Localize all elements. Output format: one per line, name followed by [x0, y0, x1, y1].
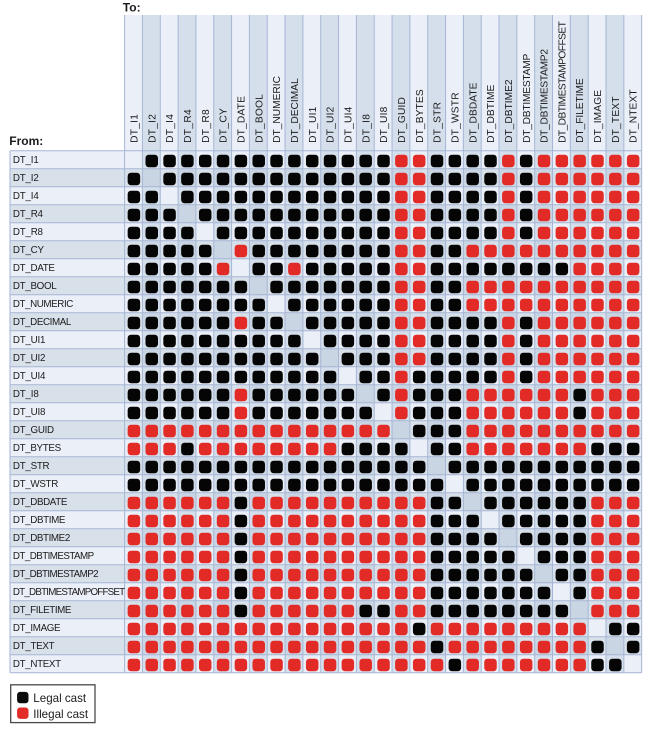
svg-text:DT_R8: DT_R8: [13, 227, 44, 238]
svg-text:DT_NTEXT: DT_NTEXT: [13, 659, 61, 670]
svg-text:DT_R8: DT_R8: [201, 109, 212, 143]
svg-text:DT_UI4: DT_UI4: [13, 371, 46, 382]
svg-text:DT_STR: DT_STR: [13, 461, 50, 472]
svg-text:DT_NUMERIC: DT_NUMERIC: [13, 299, 73, 310]
svg-text:DT_DBTIMESTAMP: DT_DBTIMESTAMP: [522, 53, 533, 142]
svg-text:DT_DBTIME2: DT_DBTIME2: [504, 79, 515, 143]
svg-text:DT_DBTIMESTAMP2: DT_DBTIMESTAMP2: [13, 569, 99, 580]
svg-text:DT_BOOL: DT_BOOL: [13, 281, 57, 292]
svg-text:DT_DECIMAL: DT_DECIMAL: [290, 78, 301, 143]
svg-text:DT_DBDATE: DT_DBDATE: [468, 82, 479, 143]
svg-text:DT_UI2: DT_UI2: [13, 353, 46, 364]
svg-text:DT_R4: DT_R4: [183, 109, 194, 143]
svg-text:DT_GUID: DT_GUID: [13, 425, 54, 436]
svg-text:Legal cast: Legal cast: [33, 692, 87, 705]
svg-text:DT_CY: DT_CY: [219, 108, 230, 143]
svg-text:DT_NUMERIC: DT_NUMERIC: [272, 76, 283, 143]
svg-text:DT_UI8: DT_UI8: [379, 106, 390, 143]
svg-text:DT_UI8: DT_UI8: [13, 407, 46, 418]
svg-text:DT_DATE: DT_DATE: [236, 96, 247, 143]
svg-text:DT_I1: DT_I1: [130, 114, 141, 143]
svg-text:DT_R4: DT_R4: [13, 209, 44, 220]
svg-text:Illegal cast: Illegal cast: [33, 708, 89, 721]
svg-text:DT_I4: DT_I4: [165, 114, 176, 143]
svg-text:DT_CY: DT_CY: [13, 245, 45, 256]
svg-text:DT_BYTES: DT_BYTES: [13, 443, 62, 454]
svg-text:DT_STR: DT_STR: [433, 102, 444, 143]
svg-text:DT_DBTIME: DT_DBTIME: [486, 84, 497, 142]
svg-text:DT_I2: DT_I2: [147, 114, 158, 143]
svg-text:DT_NTEXT: DT_NTEXT: [629, 89, 640, 143]
svg-text:DT_I1: DT_I1: [13, 155, 39, 166]
svg-text:DT_I8: DT_I8: [361, 114, 372, 143]
svg-text:DT_DECIMAL: DT_DECIMAL: [13, 317, 72, 328]
svg-text:To:: To:: [123, 0, 141, 14]
svg-text:DT_UI2: DT_UI2: [326, 106, 337, 143]
svg-text:DT_IMAGE: DT_IMAGE: [593, 90, 604, 143]
svg-text:DT_BYTES: DT_BYTES: [415, 89, 426, 143]
svg-text:DT_UI1: DT_UI1: [308, 106, 319, 143]
svg-text:DT_IMAGE: DT_IMAGE: [13, 623, 61, 634]
svg-text:DT_I4: DT_I4: [13, 191, 39, 202]
svg-text:DT_DBTIME2: DT_DBTIME2: [13, 533, 70, 544]
svg-text:DT_FILETIME: DT_FILETIME: [13, 605, 72, 616]
svg-text:DT_BOOL: DT_BOOL: [254, 94, 265, 143]
svg-text:DT_DBTIMESTAMPOFFSET: DT_DBTIMESTAMPOFFSET: [557, 21, 568, 143]
svg-text:From:: From:: [9, 134, 43, 148]
svg-text:DT_TEXT: DT_TEXT: [611, 96, 622, 142]
svg-text:DT_DBTIMESTAMPOFFSET: DT_DBTIMESTAMPOFFSET: [13, 587, 125, 598]
svg-text:DT_WSTR: DT_WSTR: [450, 92, 461, 142]
svg-text:DT_GUID: DT_GUID: [397, 97, 408, 143]
svg-text:DT_TEXT: DT_TEXT: [13, 641, 55, 652]
svg-text:DT_DBDATE: DT_DBDATE: [13, 497, 68, 508]
svg-text:DT_WSTR: DT_WSTR: [13, 479, 58, 490]
svg-text:DT_DBTIME: DT_DBTIME: [13, 515, 66, 526]
svg-text:DT_DATE: DT_DATE: [13, 263, 56, 274]
svg-text:DT_UI1: DT_UI1: [13, 335, 46, 346]
svg-text:DT_UI4: DT_UI4: [343, 106, 354, 143]
svg-text:DT_DBTIMESTAMP2: DT_DBTIMESTAMP2: [540, 49, 551, 143]
svg-text:DT_I2: DT_I2: [13, 173, 39, 184]
svg-text:DT_I8: DT_I8: [13, 389, 39, 400]
svg-text:DT_FILETIME: DT_FILETIME: [575, 78, 586, 143]
svg-text:DT_DBTIMESTAMP: DT_DBTIMESTAMP: [13, 551, 95, 562]
